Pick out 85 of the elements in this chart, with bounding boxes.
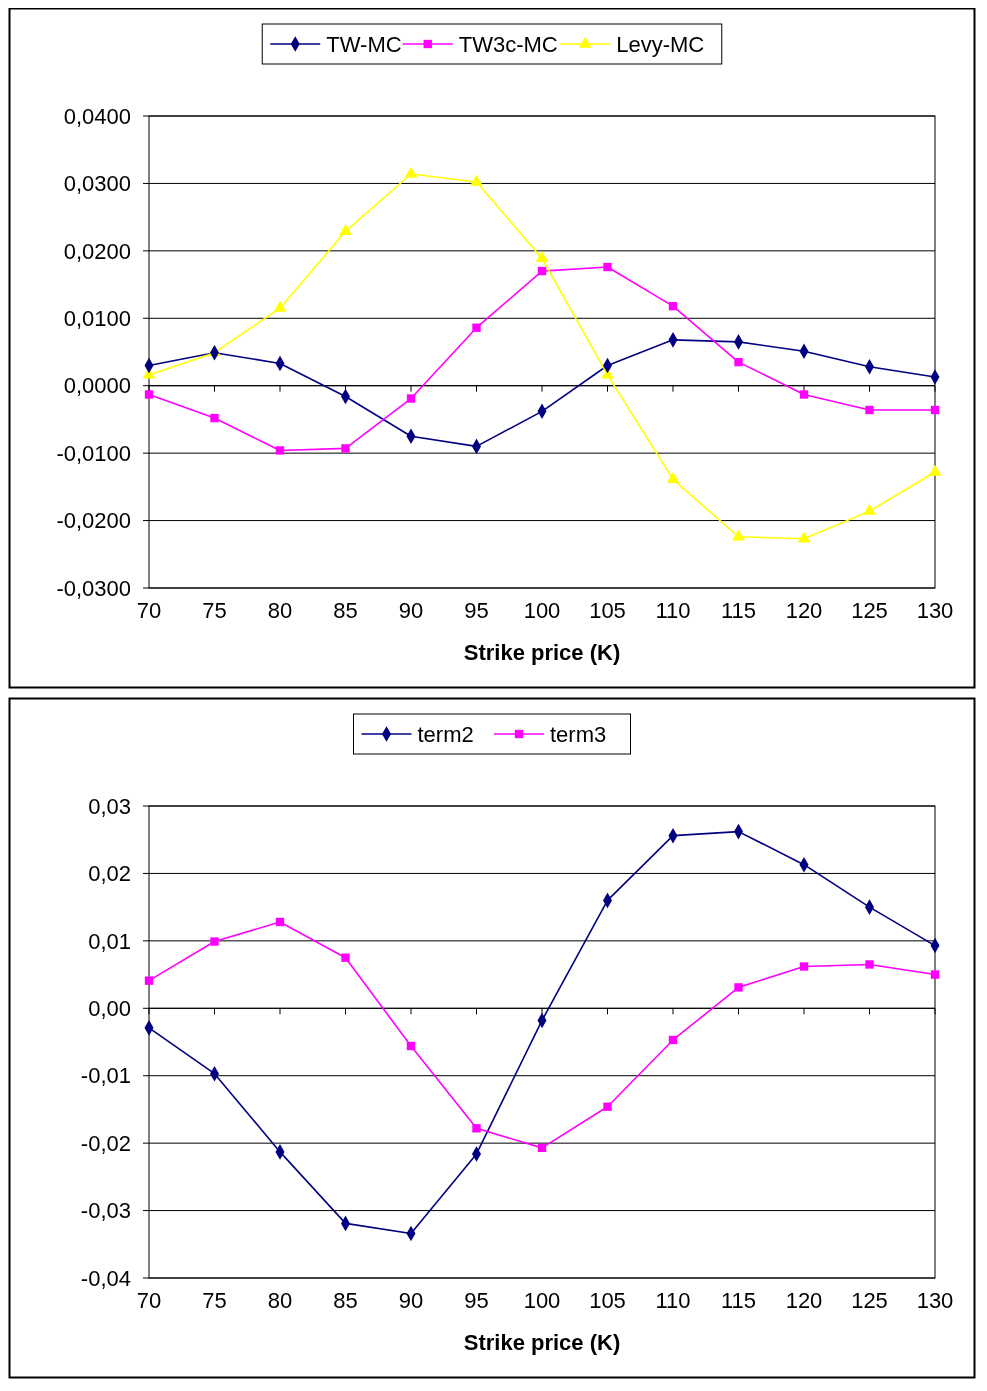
- y-tick-label: -0,03: [80, 1198, 131, 1224]
- x-tick-label: 85: [333, 1288, 358, 1313]
- point: [341, 953, 350, 962]
- legend-label: TW-MC: [326, 31, 402, 57]
- x-tick-label: 120: [785, 1288, 823, 1313]
- legend-label: TW3c-MC: [458, 31, 558, 57]
- point: [275, 917, 285, 927]
- x-tick-label: 130: [916, 598, 954, 623]
- legend-label: term2: [417, 721, 474, 747]
- point: [470, 174, 483, 186]
- x-tick-label: 85: [333, 598, 358, 623]
- y-tick-label: 0,03: [88, 793, 131, 819]
- x-tick-label: 70: [136, 598, 162, 623]
- point: [341, 444, 350, 453]
- point: [472, 1124, 481, 1133]
- x-tick-label: 130: [916, 1288, 954, 1313]
- point: [930, 405, 940, 415]
- point: [928, 464, 942, 476]
- x-tick-label: 110: [655, 598, 691, 623]
- point: [732, 529, 745, 541]
- x-tick-label: 75: [202, 1288, 227, 1313]
- y-tick-label: 0,0300: [63, 171, 131, 197]
- point: [535, 250, 549, 262]
- point: [668, 1035, 678, 1045]
- x-tick-label: 115: [720, 1288, 757, 1313]
- x-tick-label: 75: [202, 598, 227, 623]
- x-tick-label: 80: [267, 598, 293, 623]
- y-tick-label: -0,0200: [56, 508, 131, 534]
- x-tick-label: 90: [398, 598, 424, 623]
- x-tick-label: 125: [851, 1288, 888, 1313]
- y-tick-label: 0,02: [88, 861, 131, 887]
- y-tick-label: 0,0200: [63, 238, 131, 264]
- point: [275, 446, 285, 455]
- point: [863, 503, 876, 515]
- point: [537, 1143, 547, 1153]
- point: [472, 323, 481, 332]
- y-tick-label: -0,0300: [56, 575, 131, 601]
- legend-label: term3: [550, 721, 607, 747]
- point: [339, 223, 352, 235]
- point: [144, 390, 154, 399]
- x-axis-title: Strike price (K): [463, 1330, 621, 1355]
- point: [865, 405, 874, 415]
- x-tick-label: 90: [398, 1288, 424, 1313]
- point: [406, 1041, 416, 1051]
- point: [734, 357, 743, 367]
- point: [537, 266, 547, 276]
- x-tick-label: 115: [720, 598, 757, 623]
- point: [666, 472, 680, 484]
- point: [865, 960, 874, 969]
- point: [404, 166, 418, 178]
- point: [273, 300, 287, 312]
- y-tick-label: 0,0400: [63, 103, 131, 129]
- x-tick-label: 80: [267, 1288, 293, 1313]
- legend-label: Levy-MC: [616, 31, 705, 57]
- y-tick-label: 0,00: [88, 995, 131, 1021]
- x-tick-label: 70: [136, 1288, 162, 1313]
- point: [734, 983, 743, 992]
- x-tick-label: 120: [785, 598, 823, 623]
- y-tick-label: -0,01: [80, 1063, 131, 1089]
- x-tick-label: 110: [655, 1288, 691, 1313]
- point: [668, 301, 678, 311]
- point: [797, 531, 811, 543]
- y-tick-label: 0,0000: [63, 373, 131, 399]
- x-tick-label: 100: [523, 1288, 561, 1313]
- y-tick-label: -0,04: [80, 1265, 131, 1291]
- y-tick-label: -0,0100: [56, 440, 131, 466]
- point: [799, 390, 809, 399]
- x-tick-label: 95: [464, 598, 489, 623]
- x-tick-label: 100: [523, 598, 561, 623]
- point: [930, 970, 940, 979]
- y-tick-label: 0,01: [88, 928, 131, 954]
- x-tick-label: 105: [589, 1288, 626, 1313]
- x-tick-label: 95: [464, 1288, 489, 1313]
- point: [406, 394, 416, 403]
- y-tick-label: 0,0100: [63, 305, 131, 331]
- point: [603, 262, 612, 272]
- point: [210, 413, 219, 423]
- x-axis-title: Strike price (K): [463, 640, 621, 665]
- x-tick-label: 125: [851, 598, 888, 623]
- x-tick-label: 105: [589, 598, 626, 623]
- point: [603, 1102, 612, 1111]
- point: [144, 976, 154, 985]
- point: [210, 937, 219, 946]
- y-tick-label: -0,02: [80, 1130, 131, 1156]
- point: [799, 962, 809, 971]
